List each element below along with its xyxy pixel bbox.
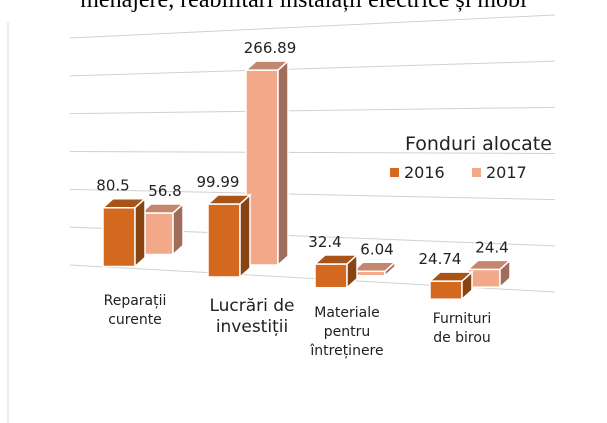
x-tick-label-line: Lucrări de (209, 296, 294, 316)
bar (428, 270, 474, 301)
bar (466, 258, 512, 289)
x-tick-label-line: curente (108, 312, 162, 328)
legend-swatch (390, 168, 399, 177)
data-label: 24.74 (419, 250, 462, 268)
data-label: 6.04 (360, 240, 393, 258)
bar-front (140, 212, 174, 256)
legend-label: 2017 (486, 163, 527, 182)
bar (313, 253, 359, 290)
bar (101, 197, 147, 269)
data-label: 80.5 (96, 177, 129, 195)
x-tick-label-line: de birou (433, 330, 491, 346)
x-tick-label: Reparații curente (104, 293, 167, 328)
bar-side (384, 260, 396, 278)
data-label: 99.99 (197, 173, 240, 191)
legend-label: 2016 (404, 163, 445, 182)
grid-line (69, 188, 556, 201)
bar-side (499, 258, 511, 289)
bar-side (134, 197, 146, 269)
x-tick-label: Lucrări de investiții (209, 296, 294, 337)
bar-side (239, 193, 251, 279)
x-tick-label: Materiale pentru întreținere (309, 305, 383, 359)
data-label: 32.4 (308, 233, 341, 251)
grid-line (69, 60, 556, 77)
bar (206, 193, 252, 279)
grid-line (69, 151, 556, 154)
bar-front (207, 203, 241, 278)
grid-line (69, 106, 556, 115)
bar (139, 202, 185, 257)
x-tick-label: Furnituri de birou (433, 311, 491, 346)
x-tick-label-line: Furnituri (433, 311, 491, 327)
x-tick-label-line: pentru (324, 324, 371, 340)
bar-side (172, 202, 184, 257)
x-tick-label-line: investiții (216, 317, 288, 337)
x-tick-label-line: Reparații (104, 293, 167, 309)
data-label: 56.8 (148, 182, 181, 200)
bar-front (314, 263, 348, 289)
bar (351, 260, 397, 278)
bar-front (429, 280, 463, 300)
bar-side (277, 59, 289, 267)
bar-front (245, 69, 279, 266)
document-text: menajere, reabilitări instalații electri… (80, 0, 527, 13)
bar (244, 59, 290, 267)
legend-title: Fonduri alocate (405, 133, 552, 155)
data-label: 266.89 (244, 39, 297, 57)
x-tick-label-line: întreținere (309, 343, 383, 359)
grid-line (69, 14, 556, 39)
bar-front (102, 206, 136, 268)
data-label: 24.4 (475, 238, 508, 256)
x-tick-label-line: Materiale (314, 305, 380, 321)
legend-swatch (472, 168, 481, 177)
bar-side (346, 253, 358, 290)
bar-side (461, 270, 473, 301)
